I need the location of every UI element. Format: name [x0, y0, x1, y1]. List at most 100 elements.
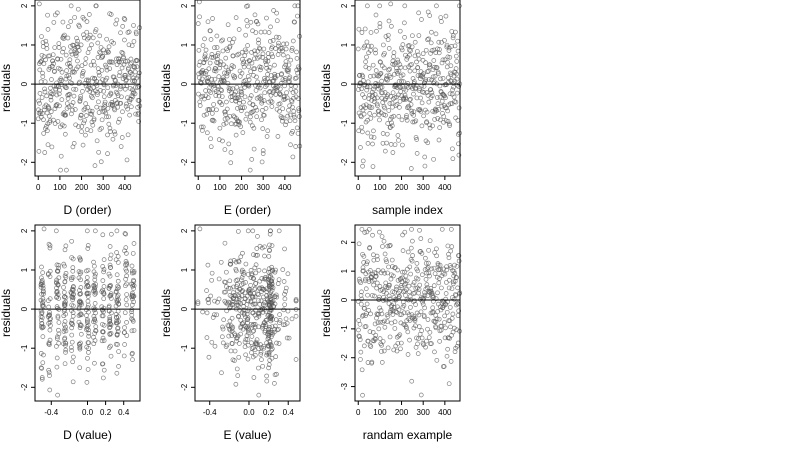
- data-point: [108, 231, 114, 237]
- data-point: [89, 108, 95, 114]
- data-point: [283, 285, 289, 291]
- data-point: [395, 133, 401, 138]
- data-point: [269, 346, 275, 352]
- data-point: [431, 294, 436, 300]
- data-point: [451, 94, 457, 100]
- data-point: [269, 267, 275, 273]
- data-point: [297, 114, 302, 119]
- data-point: [419, 123, 425, 129]
- x-tick-label: 0.4: [283, 408, 295, 417]
- data-point: [258, 29, 264, 35]
- data-point: [431, 58, 437, 63]
- data-point: [367, 105, 373, 111]
- data-point: [253, 30, 259, 35]
- data-point: [385, 345, 391, 351]
- data-point: [427, 64, 432, 70]
- data-point: [91, 282, 97, 288]
- data-point: [226, 333, 232, 339]
- data-point: [47, 327, 53, 333]
- data-point: [247, 95, 253, 101]
- data-point: [67, 57, 73, 63]
- data-point: [134, 58, 140, 63]
- data-point: [251, 322, 257, 327]
- data-point: [40, 360, 46, 366]
- data-point: [417, 282, 423, 288]
- data-point: [90, 122, 96, 128]
- y-tick-label: 1: [180, 267, 189, 272]
- data-point: [114, 228, 120, 234]
- data-point: [130, 318, 136, 324]
- data-point: [69, 51, 75, 57]
- data-point: [93, 27, 99, 32]
- data-point: [54, 10, 60, 16]
- data-point: [268, 305, 274, 311]
- data-point: [204, 56, 209, 62]
- data-point: [222, 240, 228, 246]
- data-point: [239, 70, 245, 76]
- data-point: [265, 128, 271, 134]
- x-tick-label: 300: [97, 183, 111, 192]
- x-axis-label: D (order): [63, 203, 111, 217]
- data-point: [195, 301, 201, 306]
- data-point: [376, 297, 382, 302]
- data-point: [41, 291, 46, 297]
- data-point: [403, 115, 409, 120]
- data-point: [121, 16, 127, 21]
- data-point: [50, 52, 56, 58]
- data-point: [443, 118, 449, 124]
- data-point: [61, 329, 67, 334]
- data-point: [129, 328, 135, 334]
- data-point: [437, 276, 442, 281]
- data-point: [100, 232, 106, 238]
- data-point: [399, 285, 405, 290]
- data-point: [65, 35, 71, 41]
- data-point: [363, 286, 369, 292]
- data-point: [239, 310, 245, 315]
- data-point: [260, 151, 266, 156]
- data-point: [249, 350, 254, 355]
- data-point: [39, 376, 45, 382]
- data-point: [230, 357, 236, 363]
- data-point: [376, 294, 382, 300]
- data-point: [449, 29, 455, 34]
- data-point: [68, 345, 74, 350]
- x-tick-label: 200: [235, 183, 249, 192]
- data-point: [195, 299, 201, 305]
- data-point: [82, 106, 88, 112]
- data-point: [109, 100, 115, 105]
- data-point: [47, 296, 53, 302]
- data-point: [235, 373, 241, 378]
- data-point: [85, 318, 90, 324]
- data-point: [358, 301, 364, 307]
- data-point: [120, 50, 126, 56]
- data-point: [54, 102, 60, 107]
- data-point: [378, 308, 384, 313]
- data-point: [101, 338, 107, 343]
- data-point: [62, 131, 68, 137]
- data-point: [227, 43, 233, 49]
- data-point: [82, 118, 87, 123]
- data-point: [82, 61, 88, 66]
- data-point: [86, 330, 92, 336]
- data-point: [442, 320, 447, 325]
- data-point: [426, 270, 432, 276]
- data-point: [361, 343, 367, 349]
- data-point: [371, 73, 377, 79]
- data-point: [270, 54, 276, 60]
- data-point: [395, 57, 400, 63]
- data-point: [447, 54, 453, 60]
- data-point: [365, 130, 371, 136]
- data-point: [399, 47, 405, 53]
- data-point: [387, 282, 392, 288]
- data-point: [409, 258, 415, 264]
- data-point: [127, 112, 132, 118]
- data-point: [416, 324, 422, 330]
- data-point: [287, 79, 292, 84]
- data-point: [129, 43, 135, 49]
- data-point: [113, 89, 119, 95]
- data-point: [411, 280, 417, 285]
- data-point: [269, 283, 275, 289]
- data-point: [208, 28, 213, 34]
- data-point: [258, 93, 264, 99]
- data-point: [386, 67, 391, 73]
